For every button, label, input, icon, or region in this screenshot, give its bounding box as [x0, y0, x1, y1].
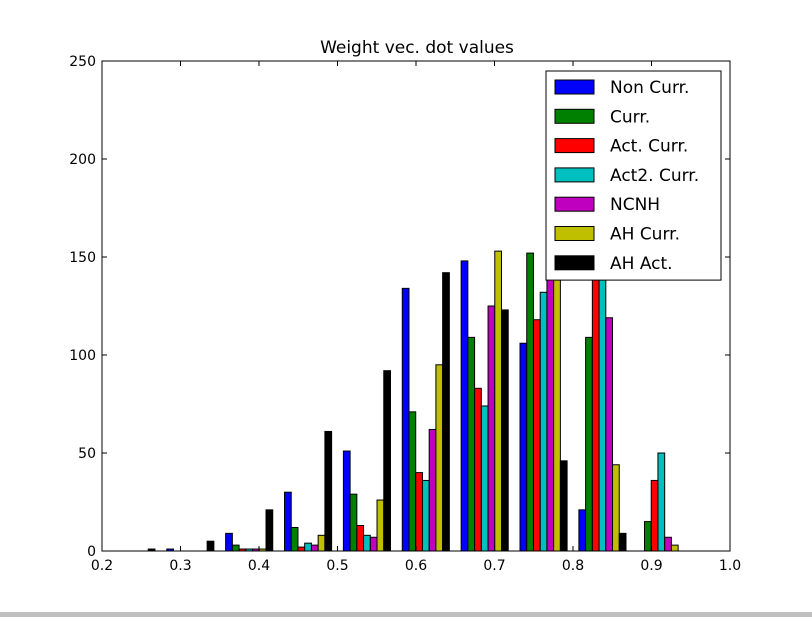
x-tick-label: 0.7 [483, 558, 505, 574]
legend-swatch [554, 138, 595, 154]
x-tick-label: 1.0 [719, 558, 741, 574]
bar [428, 428, 437, 552]
legend-label: AH Curr. [610, 225, 680, 245]
legend-label: NCNH [610, 195, 660, 215]
x-tick-label: 0.4 [248, 558, 270, 574]
bar [290, 526, 299, 552]
bar [383, 370, 391, 552]
bar [480, 405, 489, 552]
bar [356, 525, 365, 552]
legend-label: Curr. [610, 107, 650, 127]
legend: Non Curr. Curr. Act. Curr. Act2. Curr. NCNH A… [545, 70, 722, 281]
x-tick-label: 0.6 [405, 558, 427, 574]
bar [297, 546, 306, 552]
bar [265, 509, 274, 552]
bar [657, 452, 666, 552]
bar [376, 499, 385, 552]
bar [618, 532, 627, 552]
x-tick-label: 0.5 [326, 558, 348, 574]
series-1 [166, 260, 587, 552]
bar [539, 291, 548, 552]
bar [415, 472, 423, 552]
bar [664, 536, 672, 552]
bars-layer [147, 205, 679, 552]
series-4 [245, 266, 666, 552]
legend-label: Non Curr. [610, 78, 689, 98]
bar [231, 544, 240, 552]
x-tick-label: 0.3 [169, 558, 191, 574]
bar [650, 479, 659, 552]
bar [324, 430, 333, 552]
bar [401, 287, 410, 552]
legend-swatch [554, 255, 595, 271]
bar [598, 266, 607, 552]
chart-title: Weight vec. dot values [320, 38, 514, 58]
bar [612, 464, 620, 552]
legend-swatch [554, 196, 595, 212]
bar [494, 250, 503, 552]
bar [585, 336, 593, 552]
bar [442, 272, 450, 552]
bar [369, 536, 378, 552]
x-tick-label: 0.9 [640, 558, 662, 574]
bar [304, 542, 312, 552]
bar [225, 532, 233, 552]
y-tick-label: 200 [69, 152, 96, 168]
legend-label: AH Act. [610, 254, 673, 274]
bar [408, 411, 417, 552]
bar [467, 336, 476, 552]
bar [317, 534, 326, 552]
bar [474, 387, 482, 552]
bar [310, 544, 319, 552]
series-7 [147, 272, 627, 552]
y-tick-label: 50 [78, 446, 96, 462]
bar [670, 544, 679, 552]
x-tick-label: 0.2 [91, 558, 113, 574]
bar [349, 493, 358, 552]
bar [532, 319, 541, 552]
legend-swatch [554, 79, 595, 95]
bar [526, 252, 534, 552]
legend-label: Act2. Curr. [610, 166, 699, 186]
bar [559, 460, 568, 552]
y-tick-label: 100 [69, 348, 96, 364]
legend-swatch [554, 226, 595, 241]
bar [487, 305, 496, 552]
y-tick-label: 150 [69, 250, 96, 266]
legend-swatch [554, 108, 595, 124]
bar [578, 509, 587, 552]
bar [435, 364, 444, 552]
bar [643, 521, 652, 552]
legend-label: Act. Curr. [610, 137, 688, 157]
bar [363, 534, 371, 552]
bar [206, 540, 215, 552]
bar [460, 260, 469, 552]
bar [501, 309, 509, 552]
bar [284, 491, 292, 552]
bar [421, 479, 430, 552]
y-tick-label: 0 [87, 544, 96, 560]
axes: 0.2 0.3 0.4 0.5 0.6 0.7 0.8 0.9 1.0 0 50 100 150 200 2… [69, 54, 741, 574]
bar [342, 450, 351, 552]
legend-swatch [554, 167, 595, 183]
x-tick-label: 0.8 [562, 558, 584, 574]
bar [591, 276, 600, 552]
bar [605, 317, 614, 552]
bar [519, 342, 528, 552]
y-tick-label: 250 [69, 54, 96, 70]
